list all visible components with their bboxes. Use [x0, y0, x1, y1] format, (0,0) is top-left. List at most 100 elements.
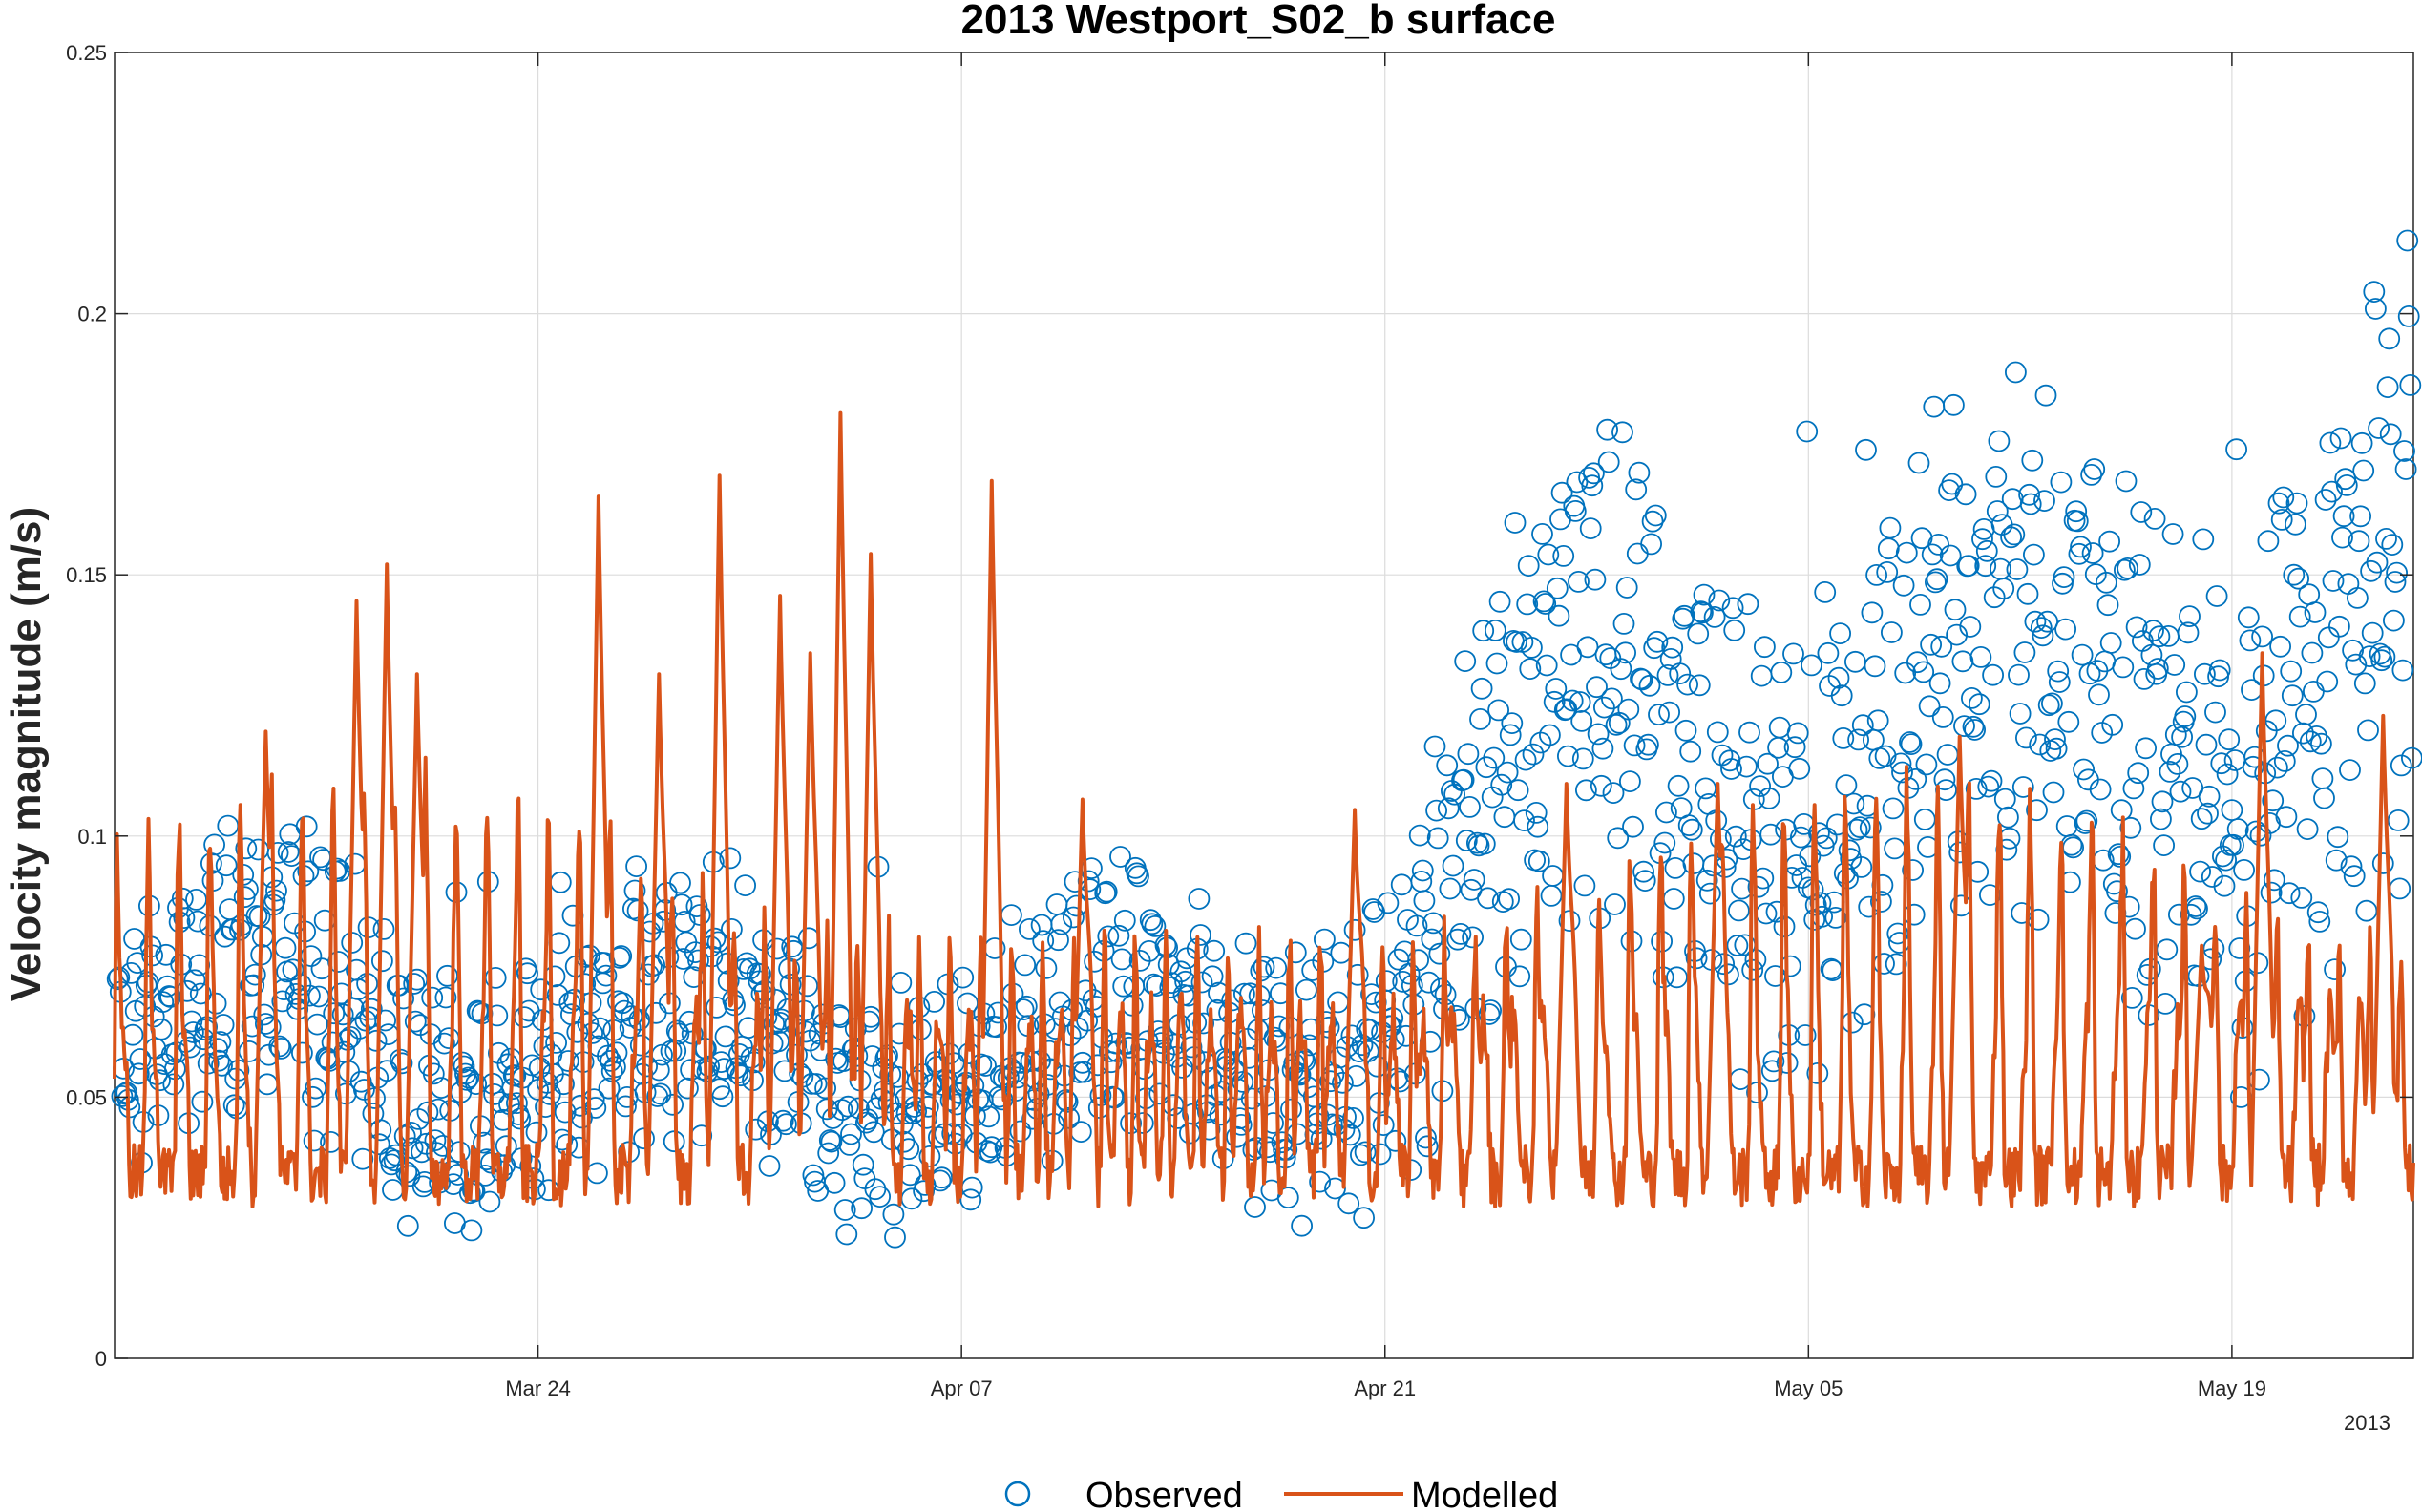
observed-point	[1939, 544, 1962, 567]
observed-point	[1977, 775, 2000, 798]
observed-point	[1912, 661, 1935, 683]
observed-point	[2125, 616, 2148, 639]
observed-point	[1289, 1063, 1312, 1086]
observed-point	[1658, 701, 1680, 724]
observed-point	[1762, 1050, 1785, 1073]
observed-point	[1532, 590, 1555, 613]
observed-point	[1462, 926, 1484, 949]
observed-point	[2095, 571, 2117, 594]
observed-point	[2050, 471, 2073, 494]
observed-point	[2376, 376, 2399, 399]
observed-point	[1418, 971, 1441, 994]
observed-point	[2177, 621, 2200, 644]
observed-point	[1377, 892, 1400, 914]
observed-point	[2353, 672, 2376, 695]
observed-point	[835, 1223, 858, 1246]
observed-point	[2175, 681, 2198, 704]
observed-point	[677, 1077, 699, 1100]
observed-point	[1384, 1129, 1407, 1152]
observed-point	[1960, 687, 1983, 709]
observed-point	[1501, 712, 1524, 734]
observed-point	[215, 854, 238, 877]
observed-point	[2088, 683, 2110, 706]
observed-point	[2099, 632, 2122, 654]
observed-point	[1421, 928, 1443, 951]
observed-point	[1703, 606, 1726, 628]
observed-point	[745, 1118, 768, 1141]
observed-point	[1527, 850, 1550, 872]
observed-point	[2357, 719, 2379, 742]
observed-point	[2109, 846, 2132, 868]
observed-point	[2251, 625, 2274, 648]
observed-point	[1962, 715, 1985, 738]
observed-point	[2263, 869, 2285, 892]
x-axis-year-label: 2013	[2344, 1411, 2390, 1435]
observed-point	[2130, 501, 2153, 523]
observed-point	[404, 1010, 427, 1033]
observed-point	[1892, 574, 1915, 597]
observed-point	[2120, 987, 2143, 1009]
observed-point	[2358, 645, 2381, 667]
observed-point	[1169, 960, 1192, 983]
observed-point	[2159, 761, 2181, 783]
observed-point	[1971, 528, 1993, 551]
observed-point	[2033, 490, 2055, 512]
observed-point	[1351, 1034, 1374, 1057]
observed-point	[1590, 774, 1612, 797]
observed-point	[1688, 674, 1711, 697]
observed-point	[1442, 854, 1464, 877]
observed-point	[2066, 510, 2089, 533]
modelled-line	[113, 410, 2415, 1209]
observed-point	[305, 1077, 327, 1100]
observed-point	[211, 1054, 233, 1077]
observed-point	[1576, 636, 1599, 659]
observed-point	[608, 946, 631, 969]
observed-point	[1881, 621, 1903, 643]
observed-point	[1788, 757, 1811, 780]
observed-point	[1436, 754, 1459, 777]
observed-point	[625, 855, 647, 877]
observed-point	[1625, 478, 1648, 501]
observed-point	[1655, 801, 1677, 824]
observed-point	[1519, 658, 1542, 680]
observed-point	[1557, 745, 1579, 767]
observed-point	[851, 1197, 873, 1220]
observed-point	[1850, 856, 1873, 878]
observed-point	[1253, 956, 1275, 978]
observed-point	[2024, 610, 2047, 633]
observed-point	[1726, 934, 1749, 956]
observed-point	[685, 895, 708, 917]
observed-point	[1824, 907, 1847, 929]
observed-point	[1579, 517, 1602, 539]
observed-point	[1758, 787, 1780, 809]
observed-point	[1674, 604, 1695, 627]
observed-point	[1861, 601, 1884, 624]
observed-point	[303, 1129, 326, 1152]
observed-point	[2301, 641, 2324, 664]
observed-point	[1604, 893, 1626, 915]
observed-point	[823, 1171, 846, 1194]
observed-point	[1405, 914, 1428, 937]
observed-point	[2189, 860, 2212, 883]
observed-point	[1676, 673, 1698, 696]
observed-point	[1889, 752, 1912, 775]
observed-point	[2192, 528, 2215, 551]
observed-point	[1499, 724, 1522, 746]
observed-point	[848, 1097, 870, 1120]
observed-point	[1353, 1207, 1375, 1229]
observed-point	[1314, 928, 1336, 951]
observed-point	[1113, 909, 1136, 932]
observed-point	[546, 984, 569, 1006]
observed-point	[1601, 687, 1623, 710]
observed-point	[1930, 635, 1953, 658]
observed-point	[2327, 826, 2349, 849]
observed-point	[600, 1050, 621, 1072]
observed-point	[2319, 431, 2342, 454]
observed-point	[323, 1002, 346, 1025]
observed-point	[268, 1035, 291, 1058]
observed-point	[1790, 826, 1812, 849]
observed-point	[2112, 656, 2135, 679]
observed-point	[2373, 645, 2396, 668]
y-tick-label: 0.1	[77, 825, 107, 849]
